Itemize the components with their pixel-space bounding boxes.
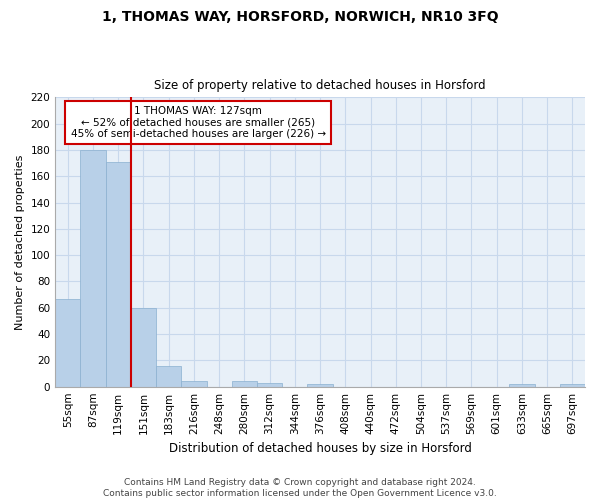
Bar: [509, 384, 535, 386]
Bar: [232, 382, 257, 386]
Bar: [156, 366, 181, 386]
Bar: [307, 384, 332, 386]
Bar: [131, 308, 156, 386]
Bar: [80, 150, 106, 386]
Bar: [257, 382, 282, 386]
Text: 1 THOMAS WAY: 127sqm
← 52% of detached houses are smaller (265)
45% of semi-deta: 1 THOMAS WAY: 127sqm ← 52% of detached h…: [71, 106, 326, 139]
X-axis label: Distribution of detached houses by size in Horsford: Distribution of detached houses by size …: [169, 442, 472, 455]
Y-axis label: Number of detached properties: Number of detached properties: [15, 154, 25, 330]
Title: Size of property relative to detached houses in Horsford: Size of property relative to detached ho…: [154, 79, 486, 92]
Bar: [55, 298, 80, 386]
Text: Contains HM Land Registry data © Crown copyright and database right 2024.
Contai: Contains HM Land Registry data © Crown c…: [103, 478, 497, 498]
Bar: [106, 162, 131, 386]
Bar: [560, 384, 585, 386]
Text: 1, THOMAS WAY, HORSFORD, NORWICH, NR10 3FQ: 1, THOMAS WAY, HORSFORD, NORWICH, NR10 3…: [101, 10, 499, 24]
Bar: [181, 382, 206, 386]
